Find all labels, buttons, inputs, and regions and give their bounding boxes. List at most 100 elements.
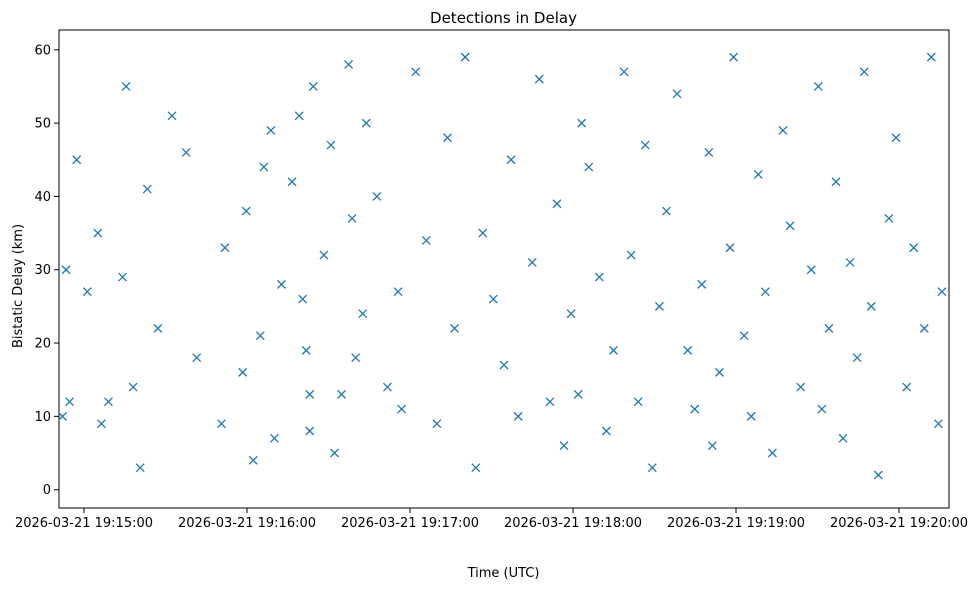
data-point (796, 382, 806, 392)
data-point (255, 331, 265, 341)
data-point (443, 133, 452, 143)
data-point (192, 353, 202, 363)
x-tick-label: 2026-03-21 19:17:00 (341, 516, 479, 531)
data-point (697, 279, 707, 289)
data-point (347, 213, 357, 223)
data-point (584, 162, 594, 172)
y-tick-label: 20 (34, 337, 51, 352)
data-point (319, 250, 329, 260)
data-point (103, 397, 113, 407)
data-point (241, 206, 251, 216)
data-point (478, 228, 488, 238)
data-point (72, 155, 82, 165)
data-point (573, 389, 583, 399)
data-point (432, 419, 442, 429)
data-point (937, 287, 947, 297)
data-point (778, 125, 788, 135)
data-point (609, 345, 618, 355)
data-point (181, 147, 191, 157)
data-point (294, 111, 304, 121)
data-point (866, 301, 876, 311)
data-point (725, 243, 735, 253)
data-point (601, 426, 611, 436)
data-point (305, 426, 315, 436)
data-point (58, 411, 67, 421)
y-tick-label: 10 (34, 410, 51, 425)
data-point (746, 411, 756, 421)
data-point (859, 67, 869, 77)
data-point (683, 345, 693, 355)
data-point (909, 243, 919, 253)
data-point (460, 52, 470, 62)
data-point (690, 404, 700, 414)
x-tick-label: 2026-03-21 19:15:00 (15, 516, 153, 531)
data-point (785, 221, 795, 231)
x-tick-label: 2026-03-21 19:16:00 (178, 516, 316, 531)
data-point (411, 67, 421, 77)
data-point (269, 433, 279, 443)
data-point (167, 111, 177, 121)
data-point (301, 345, 311, 355)
data-point (344, 59, 354, 69)
data-point (513, 411, 523, 421)
data-point (831, 177, 841, 187)
data-point (527, 257, 537, 267)
x-axis-label: Time (UTC) (467, 566, 540, 581)
data-point (128, 382, 138, 392)
data-point (65, 397, 75, 407)
data-point (640, 140, 650, 150)
data-point (499, 360, 509, 370)
data-point (421, 235, 431, 245)
data-point (619, 67, 629, 77)
data-point (287, 177, 297, 187)
data-point (552, 199, 562, 209)
data-point (806, 265, 816, 275)
data-point (824, 323, 834, 333)
data-point (626, 250, 636, 260)
x-axis: 2026-03-21 19:15:00 2026-03-21 19:16:00 20… (15, 508, 968, 531)
data-point (488, 294, 498, 304)
data-point (220, 243, 230, 253)
data-point (534, 74, 544, 84)
data-points (58, 52, 947, 480)
data-point (559, 441, 569, 451)
data-point (142, 184, 152, 194)
y-axis-label: Bistatic Delay (km) (11, 224, 26, 348)
data-point (662, 206, 671, 216)
data-point (298, 294, 308, 304)
data-point (594, 272, 604, 282)
data-point (330, 448, 339, 458)
data-point (873, 470, 883, 480)
data-point (82, 287, 92, 297)
data-point (566, 309, 576, 319)
data-point (902, 382, 912, 392)
data-point (397, 404, 407, 414)
data-point (337, 389, 346, 399)
data-point (93, 228, 103, 238)
data-point (382, 382, 392, 392)
y-tick-label: 0 (43, 483, 51, 498)
data-point (760, 287, 770, 297)
data-point (135, 463, 145, 473)
data-point (471, 463, 481, 473)
data-point (248, 455, 258, 465)
data-point (277, 279, 286, 289)
data-point (647, 463, 657, 473)
data-point (351, 353, 361, 363)
data-point (308, 81, 318, 91)
data-point (238, 367, 248, 377)
y-tick-label: 40 (34, 190, 51, 205)
data-point (393, 287, 403, 297)
data-point (933, 419, 943, 429)
y-tick-label: 50 (34, 117, 51, 132)
x-tick-label: 2026-03-21 19:18:00 (504, 516, 642, 531)
data-point (767, 448, 777, 458)
data-point (714, 367, 724, 377)
data-point (358, 309, 368, 319)
data-point (672, 89, 682, 99)
data-point (633, 397, 643, 407)
data-point (729, 52, 739, 62)
data-point (817, 404, 827, 414)
